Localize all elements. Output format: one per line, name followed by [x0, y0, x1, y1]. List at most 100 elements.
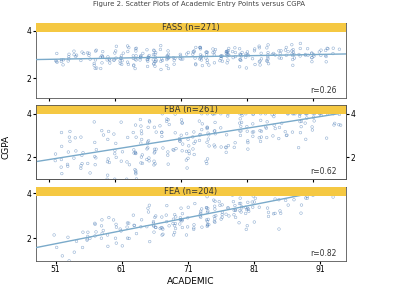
Point	[66, 52, 72, 57]
Point	[232, 54, 238, 59]
Point	[191, 222, 197, 227]
Point	[263, 135, 270, 140]
Point	[170, 55, 176, 60]
Point	[257, 128, 263, 133]
Point	[309, 51, 315, 56]
Point	[244, 52, 251, 57]
Point	[192, 56, 198, 60]
Point	[256, 59, 263, 64]
Point	[203, 159, 209, 164]
Point	[58, 59, 64, 64]
Point	[184, 224, 191, 229]
Point	[183, 149, 190, 154]
Point	[99, 53, 105, 58]
Point	[86, 53, 92, 58]
Point	[232, 208, 239, 213]
Point	[165, 66, 172, 71]
Point	[218, 217, 224, 222]
Point	[297, 119, 303, 124]
Point	[190, 146, 196, 151]
Point	[224, 60, 230, 65]
Point	[172, 56, 178, 61]
Text: r=0.82: r=0.82	[310, 249, 337, 258]
Point	[158, 59, 164, 64]
Point	[125, 44, 131, 48]
Point	[58, 57, 64, 62]
Point	[152, 59, 158, 64]
Point	[118, 56, 125, 61]
Point	[71, 250, 78, 255]
Point	[276, 125, 283, 130]
Point	[225, 52, 231, 57]
Point	[302, 137, 309, 142]
Point	[252, 196, 259, 201]
Point	[310, 111, 316, 116]
Point	[211, 214, 217, 219]
Point	[219, 54, 225, 58]
Point	[252, 62, 258, 67]
Point	[212, 111, 218, 116]
Point	[153, 58, 159, 62]
Point	[171, 62, 177, 67]
Point	[289, 57, 296, 62]
Point	[177, 217, 183, 222]
Point	[285, 111, 291, 116]
Point	[336, 112, 343, 117]
Point	[113, 44, 119, 49]
Point	[324, 46, 330, 51]
Point	[92, 234, 98, 238]
Point	[224, 206, 231, 210]
Point	[237, 111, 243, 116]
Point	[157, 47, 164, 52]
Point	[224, 52, 230, 57]
Point	[84, 238, 90, 243]
Point	[151, 48, 157, 53]
Point	[230, 55, 236, 60]
Point	[309, 128, 316, 132]
Point	[258, 57, 265, 61]
Point	[277, 209, 283, 213]
Point	[243, 52, 249, 56]
Point	[111, 51, 118, 55]
Point	[282, 48, 289, 52]
Point	[58, 165, 64, 169]
Point	[125, 60, 131, 64]
Point	[237, 116, 244, 121]
Point	[329, 191, 335, 196]
Point	[179, 121, 185, 125]
Point	[131, 63, 137, 67]
Point	[145, 55, 152, 60]
Point	[152, 215, 158, 220]
Point	[204, 50, 211, 55]
Point	[289, 52, 295, 57]
Point	[244, 138, 251, 143]
Point	[139, 161, 146, 166]
Point	[203, 50, 209, 54]
Point	[125, 221, 132, 226]
Point	[54, 60, 60, 65]
Point	[145, 55, 152, 59]
Point	[144, 57, 150, 62]
Point	[189, 52, 196, 57]
Point	[212, 120, 218, 125]
Point	[330, 192, 337, 196]
Text: r=0.26: r=0.26	[310, 86, 337, 95]
Point	[164, 56, 170, 60]
Point	[242, 205, 249, 209]
Point	[158, 67, 164, 72]
Point	[277, 192, 284, 196]
Point	[91, 120, 98, 124]
Point	[71, 49, 77, 54]
Point	[72, 135, 78, 140]
Point	[106, 215, 112, 220]
Point	[323, 59, 330, 64]
Point	[197, 214, 203, 219]
Bar	[36, 105, 346, 114]
Point	[218, 145, 224, 149]
Point	[302, 196, 309, 200]
Point	[100, 49, 106, 54]
Point	[245, 200, 251, 205]
Point	[205, 209, 211, 214]
Point	[250, 111, 256, 116]
Point	[152, 52, 158, 57]
